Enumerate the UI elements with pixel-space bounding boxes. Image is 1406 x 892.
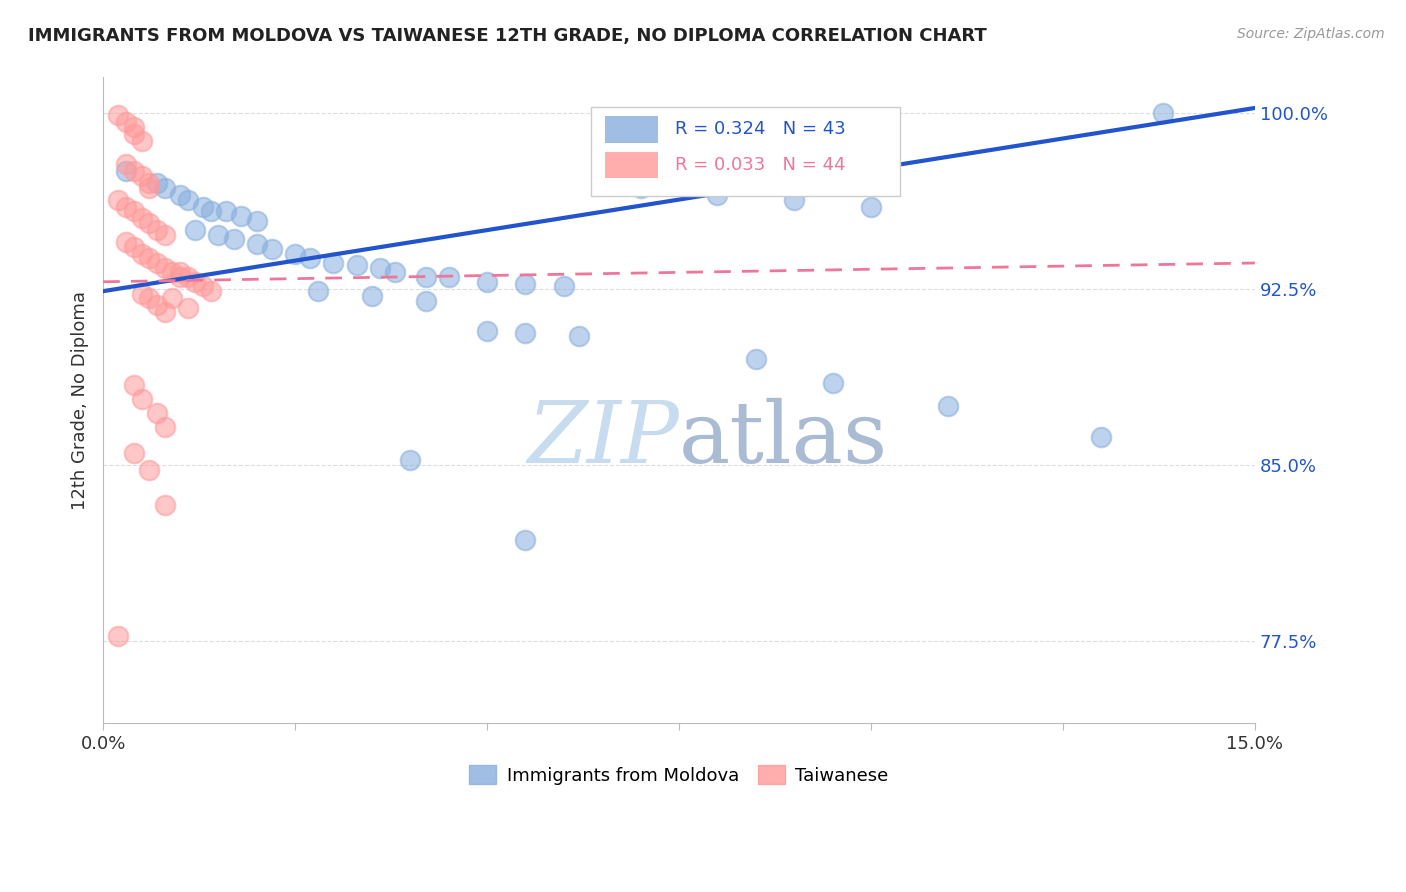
Point — [553, 279, 575, 293]
Point — [115, 235, 138, 249]
Point — [706, 187, 728, 202]
Point — [222, 232, 245, 246]
Text: R = 0.324   N = 43: R = 0.324 N = 43 — [675, 120, 845, 138]
Text: Source: ZipAtlas.com: Source: ZipAtlas.com — [1237, 27, 1385, 41]
Point — [138, 216, 160, 230]
Point — [184, 223, 207, 237]
Point — [215, 204, 238, 219]
Point — [122, 164, 145, 178]
Point — [107, 629, 129, 643]
Point — [299, 252, 322, 266]
Point — [153, 498, 176, 512]
Point — [322, 256, 344, 270]
Point — [200, 204, 222, 219]
Point — [415, 293, 437, 308]
Point — [146, 256, 169, 270]
Point — [246, 237, 269, 252]
Point — [153, 227, 176, 242]
Point — [176, 270, 198, 285]
Point — [191, 200, 214, 214]
Point — [191, 279, 214, 293]
Point — [122, 127, 145, 141]
Text: ZIP: ZIP — [527, 398, 679, 481]
Point — [859, 200, 882, 214]
Point — [131, 169, 153, 183]
Point — [630, 181, 652, 195]
Point — [153, 181, 176, 195]
Point — [115, 157, 138, 171]
Legend: Immigrants from Moldova, Taiwanese: Immigrants from Moldova, Taiwanese — [463, 758, 896, 792]
Point — [415, 270, 437, 285]
Point — [260, 242, 283, 256]
Point — [160, 265, 183, 279]
Point — [160, 291, 183, 305]
Point — [146, 176, 169, 190]
Point — [176, 301, 198, 315]
Point — [138, 176, 160, 190]
Point — [821, 376, 844, 390]
Point — [515, 326, 537, 341]
Point — [122, 239, 145, 253]
Point — [131, 392, 153, 407]
Point — [115, 164, 138, 178]
Point — [115, 115, 138, 129]
Point — [515, 277, 537, 292]
Point — [284, 246, 307, 260]
Point — [207, 227, 229, 242]
Point — [1152, 105, 1174, 120]
Point — [1090, 430, 1112, 444]
Y-axis label: 12th Grade, No Diploma: 12th Grade, No Diploma — [72, 291, 89, 510]
Point — [246, 213, 269, 227]
Point — [169, 270, 191, 285]
Point — [231, 209, 253, 223]
Point — [169, 265, 191, 279]
Point — [368, 260, 391, 275]
Point — [131, 286, 153, 301]
Point — [122, 446, 145, 460]
Point — [745, 352, 768, 367]
Text: atlas: atlas — [679, 398, 889, 481]
Text: R = 0.033   N = 44: R = 0.033 N = 44 — [675, 156, 845, 174]
Point — [307, 284, 329, 298]
Point — [107, 108, 129, 122]
Point — [346, 258, 368, 272]
Point — [399, 453, 422, 467]
Point — [115, 200, 138, 214]
Point — [153, 260, 176, 275]
Point — [568, 328, 591, 343]
Point — [131, 211, 153, 226]
Point — [146, 406, 169, 420]
Point — [107, 193, 129, 207]
Point — [138, 463, 160, 477]
Point — [138, 181, 160, 195]
Point — [184, 275, 207, 289]
Point — [936, 399, 959, 413]
Point — [138, 291, 160, 305]
Point — [131, 246, 153, 260]
Point — [138, 252, 160, 266]
Point — [153, 420, 176, 434]
Point — [146, 298, 169, 312]
Point — [122, 378, 145, 392]
Point — [169, 187, 191, 202]
Point — [515, 533, 537, 548]
Point — [131, 134, 153, 148]
Point — [122, 204, 145, 219]
Point — [146, 223, 169, 237]
Text: IMMIGRANTS FROM MOLDOVA VS TAIWANESE 12TH GRADE, NO DIPLOMA CORRELATION CHART: IMMIGRANTS FROM MOLDOVA VS TAIWANESE 12T… — [28, 27, 987, 45]
Point — [200, 284, 222, 298]
Point — [153, 305, 176, 319]
Point — [384, 265, 406, 279]
Point — [437, 270, 460, 285]
Point — [122, 120, 145, 134]
Point — [475, 324, 498, 338]
Point — [783, 193, 806, 207]
Point — [475, 275, 498, 289]
Point — [360, 289, 382, 303]
Point — [176, 193, 198, 207]
